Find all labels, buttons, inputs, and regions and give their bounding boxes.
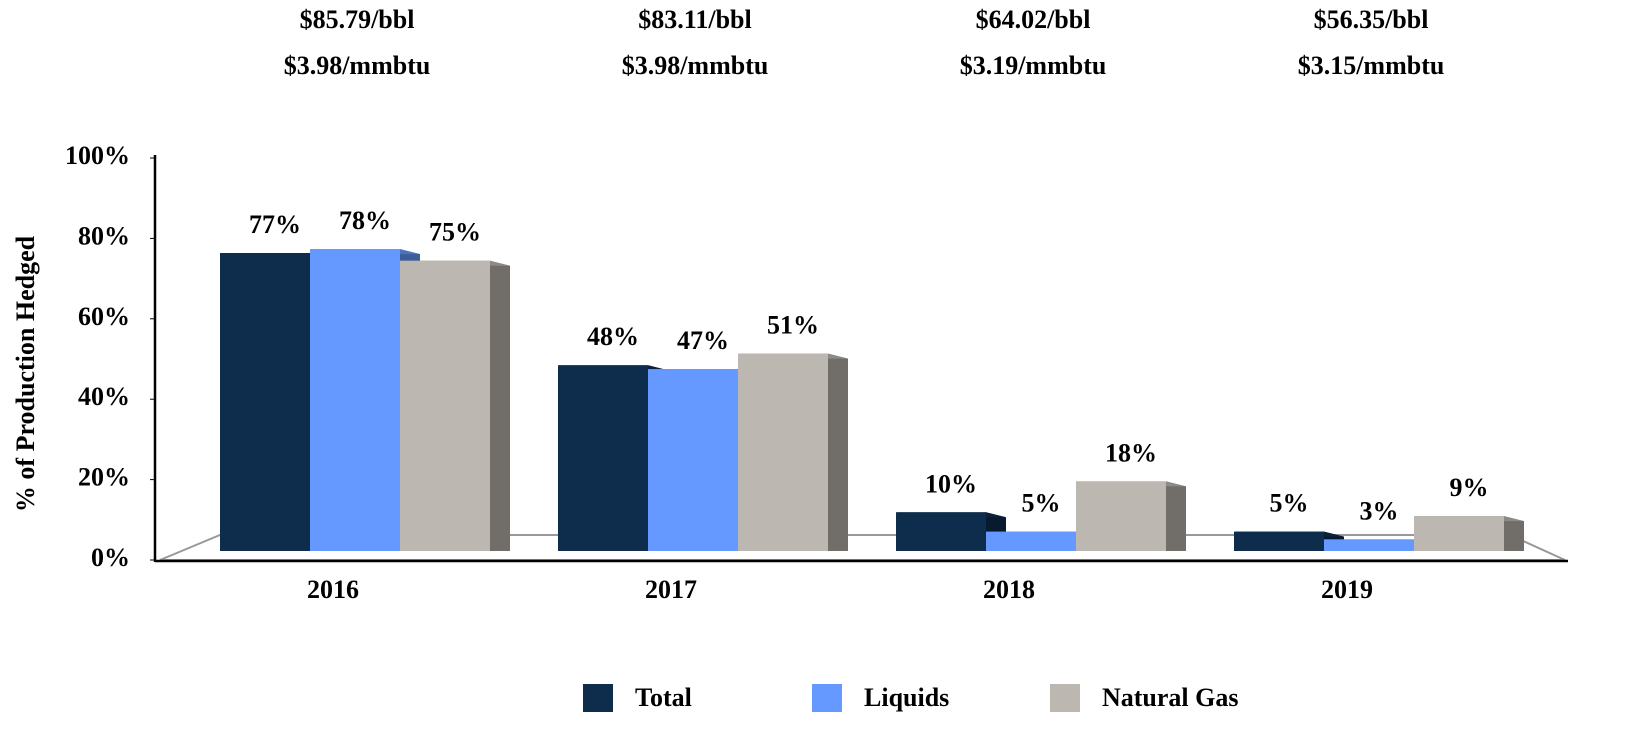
data-label: 10% bbox=[925, 469, 977, 498]
legend-label: Total bbox=[635, 683, 692, 712]
price-label: $83.11/bbl bbox=[638, 5, 751, 34]
y-tick-label: 60% bbox=[78, 302, 130, 331]
y-tick-label: 100% bbox=[65, 141, 130, 170]
price-label: $64.02/bbl bbox=[976, 5, 1091, 34]
bar bbox=[986, 531, 1076, 551]
data-label: 51% bbox=[767, 311, 819, 340]
legend-label: Liquids bbox=[864, 683, 949, 712]
bar bbox=[1324, 539, 1414, 551]
bar bbox=[1234, 531, 1324, 551]
x-tick-label: 2016 bbox=[307, 575, 359, 604]
data-label: 5% bbox=[1270, 489, 1309, 518]
bar bbox=[310, 249, 400, 551]
bar-side bbox=[1166, 481, 1186, 551]
data-label: 9% bbox=[1450, 473, 1489, 502]
bar bbox=[220, 253, 310, 551]
legend-label: Natural Gas bbox=[1102, 683, 1239, 712]
price-label: $3.98/mmbtu bbox=[284, 51, 431, 80]
bar bbox=[558, 365, 648, 551]
bar-side bbox=[490, 260, 510, 551]
y-tick-label: 0% bbox=[91, 543, 130, 572]
y-tick-label: 20% bbox=[78, 463, 130, 492]
bar bbox=[1414, 516, 1504, 551]
bar-side bbox=[828, 353, 848, 551]
bar bbox=[400, 260, 490, 551]
bar bbox=[648, 369, 738, 551]
bar bbox=[738, 353, 828, 551]
data-label: 75% bbox=[429, 218, 481, 247]
bar bbox=[896, 512, 986, 551]
price-label: $3.19/mmbtu bbox=[960, 51, 1107, 80]
data-label: 5% bbox=[1022, 489, 1061, 518]
x-tick-label: 2018 bbox=[983, 575, 1035, 604]
data-label: 77% bbox=[249, 210, 301, 239]
legend-swatch bbox=[583, 684, 613, 712]
x-tick-label: 2017 bbox=[645, 575, 697, 604]
price-label: $85.79/bbl bbox=[300, 5, 415, 34]
x-tick-label: 2019 bbox=[1321, 575, 1373, 604]
bar bbox=[1076, 481, 1166, 551]
data-label: 3% bbox=[1360, 496, 1399, 525]
price-label: $3.15/mmbtu bbox=[1298, 51, 1445, 80]
y-tick-label: 40% bbox=[78, 382, 130, 411]
bar-side bbox=[1504, 516, 1524, 551]
y-tick-label: 80% bbox=[78, 221, 130, 250]
data-label: 18% bbox=[1105, 438, 1157, 467]
y-axis-label: % of Production Hedged bbox=[11, 235, 40, 512]
price-label: $56.35/bbl bbox=[1314, 5, 1429, 34]
data-label: 47% bbox=[677, 326, 729, 355]
data-label: 78% bbox=[339, 206, 391, 235]
legend-swatch bbox=[812, 684, 842, 712]
data-label: 48% bbox=[587, 322, 639, 351]
legend-swatch bbox=[1050, 684, 1080, 712]
price-label: $3.98/mmbtu bbox=[622, 51, 769, 80]
